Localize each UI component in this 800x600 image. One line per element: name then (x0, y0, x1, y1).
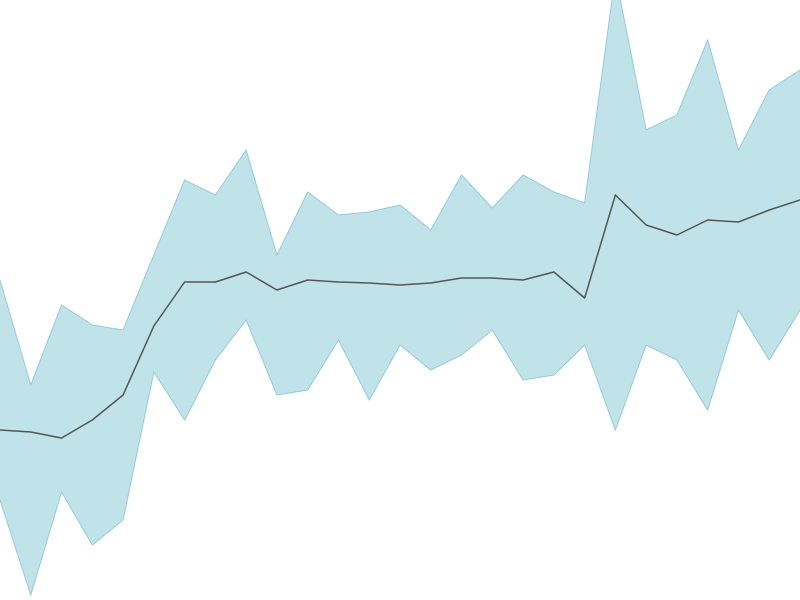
confidence-band-chart (0, 0, 800, 600)
